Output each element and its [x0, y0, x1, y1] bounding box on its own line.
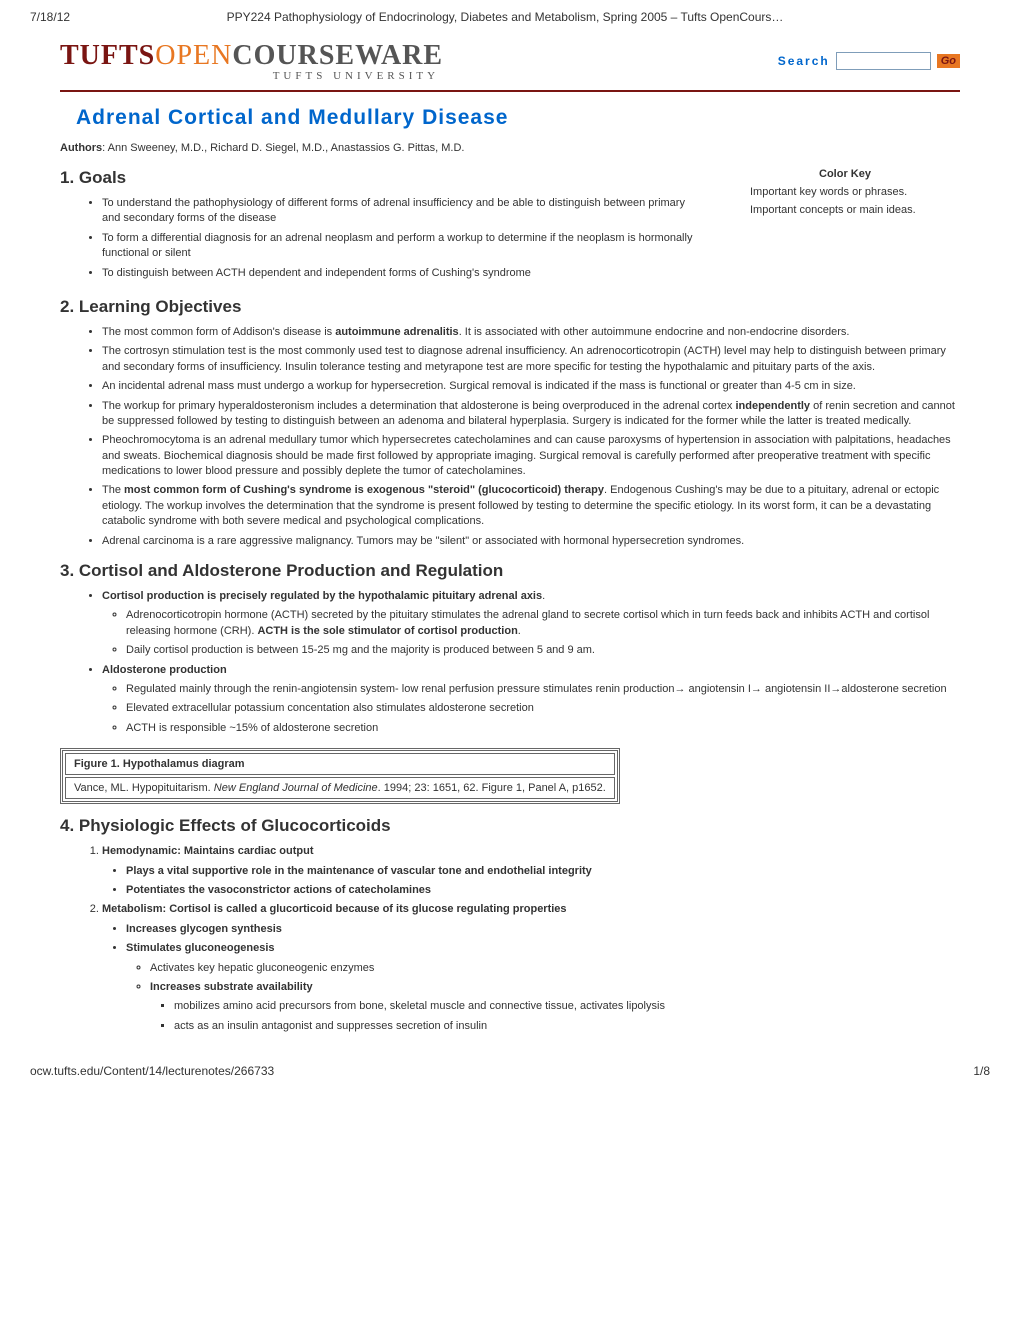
list-item: The most common form of Cushing's syndro…: [102, 483, 960, 529]
list-item: Increases substrate availability mobiliz…: [150, 980, 960, 1034]
list-item: Increases glycogen synthesis: [126, 922, 960, 937]
list-item: An incidental adrenal mass must undergo …: [102, 379, 960, 394]
list-item: The most common form of Addison's diseas…: [102, 325, 960, 340]
list-item: Cortisol production is precisely regulat…: [102, 589, 960, 659]
section-cortisol-heading: 3. Cortisol and Aldosterone Production a…: [60, 561, 960, 581]
list-item: Aldosterone production Regulated mainly …: [102, 663, 960, 737]
list-item: Regulated mainly through the renin-angio…: [126, 682, 960, 697]
page-title: Adrenal Cortical and Medullary Disease: [76, 106, 960, 130]
list-item: Hemodynamic: Maintains cardiac output Pl…: [102, 844, 960, 898]
list-item: Adrenocorticotropin hormone (ACTH) secre…: [126, 608, 960, 639]
list-item: Daily cortisol production is between 15-…: [126, 643, 960, 658]
color-key-line: Important concepts or main ideas.: [730, 204, 960, 216]
list-item: The cortrosyn stimulation test is the mo…: [102, 344, 960, 375]
list-item: Plays a vital supportive role in the mai…: [126, 864, 960, 879]
bullet-lead: Hemodynamic: Maintains cardiac output: [102, 845, 313, 857]
browser-header: 7/18/12 PPY224 Pathophysiology of Endocr…: [0, 0, 1020, 30]
color-key-sidebar: Color Key Important key words or phrases…: [730, 168, 960, 285]
list-item: acts as an insulin antagonist and suppre…: [174, 1019, 960, 1034]
figure-title: Figure 1. Hypothalamus diagram: [65, 753, 615, 775]
list-item: To form a differential diagnosis for an …: [102, 231, 700, 262]
section-objectives-heading: 2. Learning Objectives: [60, 297, 960, 317]
footer-page: 1/8: [973, 1064, 990, 1078]
list-item: To distinguish between ACTH dependent an…: [102, 266, 700, 281]
list-item: ACTH is responsible ~15% of aldosterone …: [126, 721, 960, 736]
list-item: Adrenal carcinoma is a rare aggressive m…: [102, 534, 960, 549]
search-go-button[interactable]: Go: [937, 54, 960, 68]
color-key-title: Color Key: [730, 168, 960, 180]
list-item: Activates key hepatic gluconeogenic enzy…: [150, 961, 960, 976]
list-item: Metabolism: Cortisol is called a glucort…: [102, 902, 960, 1034]
list-item: Stimulates gluconeogenesis Activates key…: [126, 941, 960, 1034]
bullet-lead: Cortisol production is precisely regulat…: [102, 590, 542, 602]
section-physio-heading: 4. Physiologic Effects of Glucocorticoid…: [60, 816, 960, 836]
footer: ocw.tufts.edu/Content/14/lecturenotes/26…: [0, 1054, 1020, 1088]
logo-courseware: COURSEWARE: [232, 40, 443, 71]
list-item: Potentiates the vasoconstrictor actions …: [126, 883, 960, 898]
color-key-line: Important key words or phrases.: [730, 186, 960, 198]
browser-tab-title: PPY224 Pathophysiology of Endocrinology,…: [70, 10, 940, 24]
section-goals-heading: 1. Goals: [60, 168, 700, 188]
search-label[interactable]: Search: [778, 54, 830, 68]
figure-citation: Vance, ML. Hypopituitarism. New England …: [65, 777, 615, 799]
search-form: Search Go: [778, 52, 960, 70]
bullet-lead: Metabolism: Cortisol is called a glucort…: [102, 903, 567, 915]
footer-url: ocw.tufts.edu/Content/14/lecturenotes/26…: [30, 1064, 274, 1078]
search-input[interactable]: [836, 52, 931, 70]
logo-subtitle: TUFTS UNIVERSITY: [273, 70, 439, 82]
header-bar: TUFTSOPENCOURSEWARE TUFTS UNIVERSITY Sea…: [60, 30, 960, 92]
goals-list: To understand the pathophysiology of dif…: [60, 196, 700, 281]
authors-names: : Ann Sweeney, M.D., Richard D. Siegel, …: [102, 142, 464, 154]
list-item: To understand the pathophysiology of dif…: [102, 196, 700, 227]
logo-open: OPEN: [155, 40, 232, 71]
figure-box: Figure 1. Hypothalamus diagram Vance, ML…: [60, 748, 620, 804]
logo-tufts: TUFTS: [60, 40, 155, 71]
cortisol-list: Cortisol production is precisely regulat…: [60, 589, 960, 736]
list-item: Pheochromocytoma is an adrenal medullary…: [102, 433, 960, 479]
bullet-lead: Aldosterone production: [102, 664, 227, 676]
list-item: The workup for primary hyperaldosteronis…: [102, 399, 960, 430]
physio-list: Hemodynamic: Maintains cardiac output Pl…: [60, 844, 960, 1034]
objectives-list: The most common form of Addison's diseas…: [60, 325, 960, 549]
authors-label: Authors: [60, 142, 102, 154]
authors-line: Authors: Ann Sweeney, M.D., Richard D. S…: [60, 142, 960, 154]
browser-date: 7/18/12: [30, 10, 70, 24]
list-item: Elevated extracellular potassium concent…: [126, 701, 960, 716]
site-logo: TUFTSOPENCOURSEWARE TUFTS UNIVERSITY: [60, 40, 443, 82]
list-item: mobilizes amino acid precursors from bon…: [174, 999, 960, 1014]
